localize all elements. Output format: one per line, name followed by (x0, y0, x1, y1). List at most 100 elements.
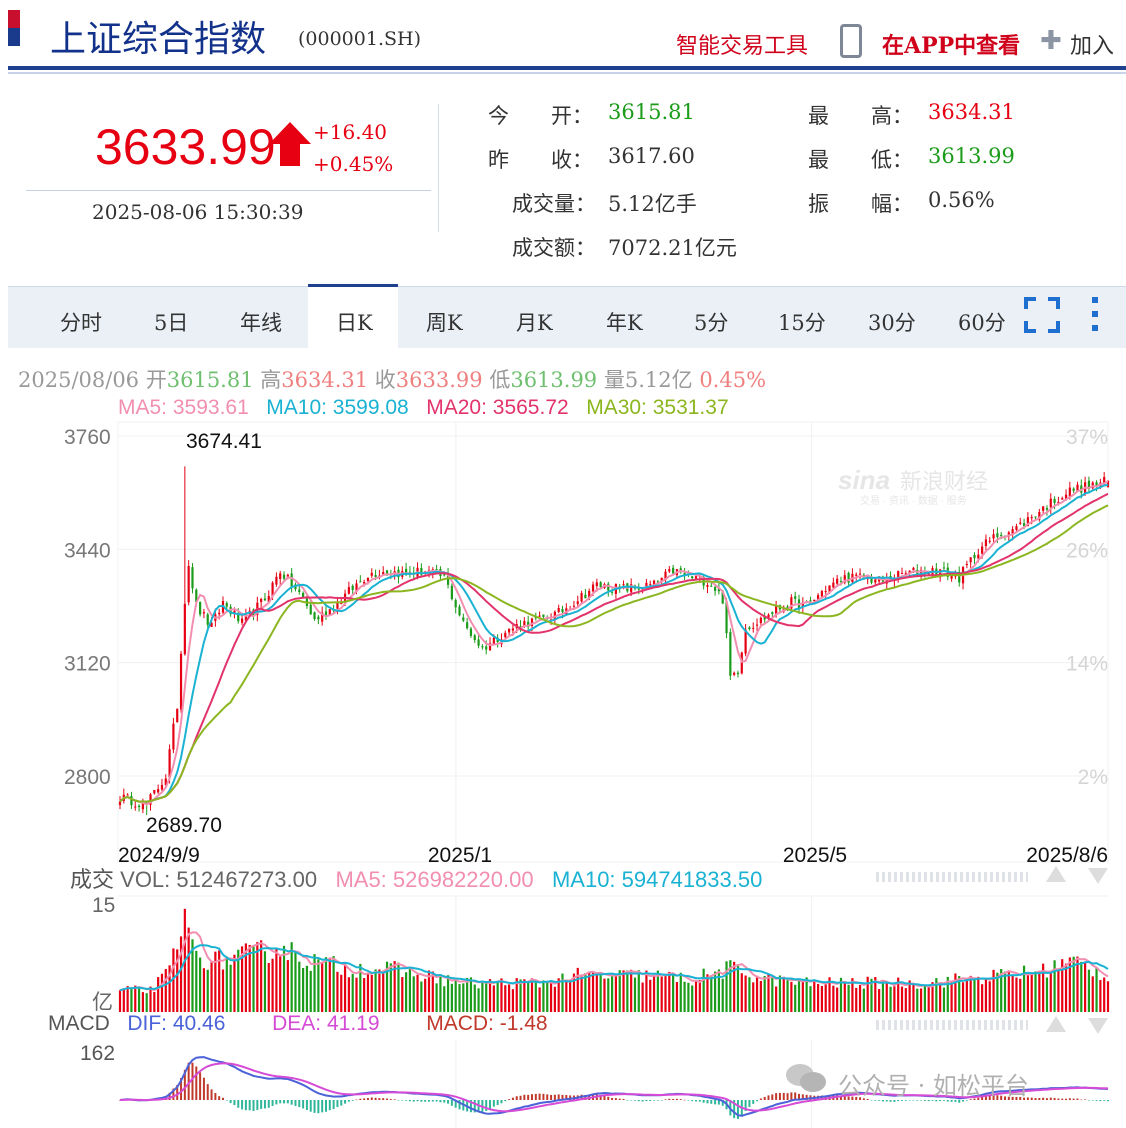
volume-bar (370, 974, 373, 1012)
volume-bar (332, 956, 335, 1012)
more-options-icon[interactable] (1088, 295, 1102, 335)
macd-histogram-bar (183, 1069, 186, 1100)
volume-label: 成交量： (512, 192, 596, 216)
amplitude-value: 0.56% (928, 188, 995, 212)
bar-low: 3613.99 (510, 368, 598, 392)
tab-weekly-k[interactable]: 周K (426, 311, 463, 335)
volume-bar (237, 949, 240, 1012)
candle-body (668, 569, 671, 572)
macd-histogram-bar (1038, 1098, 1041, 1100)
smart-tool-link[interactable]: 智能交易工具 (676, 34, 809, 59)
candle-body (118, 801, 122, 806)
candle-body (649, 584, 652, 586)
macd-histogram-bar (717, 1100, 720, 1105)
macd-histogram-bar (1068, 1098, 1071, 1100)
macd-down-arrow-icon[interactable] (1088, 1018, 1108, 1034)
volume-bar (176, 949, 179, 1012)
volume-bar (927, 986, 930, 1012)
volume-bar (538, 987, 541, 1012)
volume-bar (931, 982, 934, 1012)
macd-histogram-bar (298, 1100, 301, 1108)
volume-bar (267, 963, 270, 1012)
volume-bar (496, 980, 499, 1012)
candle-body (359, 581, 362, 583)
macd-histogram-bar (687, 1100, 690, 1101)
volume-bar (866, 976, 869, 1012)
candle-body (511, 628, 515, 631)
macd-histogram-bar (969, 1099, 972, 1100)
volume-bar (553, 986, 556, 1012)
candle-body (130, 795, 133, 806)
volume-bar (626, 970, 629, 1012)
volume-bar (1106, 981, 1110, 1012)
high-label: 最 高： (808, 104, 913, 128)
tab-5day[interactable]: 5日 (154, 311, 189, 335)
vol-up-arrow-icon[interactable] (1046, 866, 1066, 882)
volume-bar (790, 981, 793, 1012)
volume-bar (679, 972, 682, 1012)
candle-body (900, 572, 904, 574)
volume-bar (313, 954, 316, 1012)
volume-bar (630, 969, 633, 1012)
macd-histogram-bar (302, 1100, 305, 1109)
tab-yearly-k[interactable]: 年K (606, 311, 643, 335)
macd-histogram-bar (214, 1093, 217, 1100)
volume-bar (591, 971, 595, 1012)
macd-histogram-bar (599, 1094, 602, 1100)
macd-histogram-bar (565, 1095, 568, 1100)
wechat-watermark: 公众号 · 如松平台 (838, 1072, 1029, 1100)
candle-body (1076, 484, 1079, 492)
macd-histogram-bar (866, 1098, 869, 1100)
macd-histogram-bar (786, 1093, 789, 1100)
open-label: 今 开： (488, 104, 593, 128)
app-view-link[interactable]: 在APP中查看 (882, 33, 1021, 59)
macd-histogram-bar (1084, 1099, 1087, 1100)
vol-scroll-track (876, 872, 1028, 882)
candle-body (244, 614, 247, 621)
volume-bar (698, 980, 701, 1012)
macd-histogram-bar (427, 1100, 430, 1102)
macd-histogram-bar (119, 1100, 121, 1101)
tab-monthly-k[interactable]: 月K (516, 311, 553, 335)
macd-histogram-bar (374, 1097, 377, 1100)
main-panel-frame (117, 421, 1109, 863)
fullscreen-icon[interactable] (1024, 297, 1060, 333)
candle-body (958, 571, 961, 583)
candle-body (469, 628, 473, 636)
volume-bar (1000, 969, 1003, 1012)
tab-year-line[interactable]: 年线 (240, 311, 282, 335)
tab-30min[interactable]: 30分 (868, 311, 916, 335)
volume-bar (778, 975, 782, 1012)
tab-60min[interactable]: 60分 (958, 311, 1006, 335)
volume-bar (324, 957, 328, 1012)
candle-body (786, 606, 789, 609)
volume-bar (195, 950, 198, 1012)
macd-histogram-bar (271, 1100, 274, 1106)
candle-body (652, 580, 656, 585)
candle-body (874, 579, 877, 583)
add-button[interactable]: 加入 (1070, 34, 1115, 59)
candle-body (302, 592, 305, 598)
volume-bar (797, 978, 801, 1012)
volume-bar (946, 976, 949, 1012)
tab-15min[interactable]: 15分 (778, 311, 826, 335)
macd-histogram-bar (355, 1099, 358, 1101)
volume-bar (340, 974, 343, 1012)
macd-up-arrow-icon[interactable] (1046, 1016, 1066, 1032)
tab-daily-k[interactable]: 日K (336, 311, 373, 335)
volume-bar (725, 961, 728, 1012)
volume-bar (740, 973, 743, 1012)
candle-body (771, 612, 774, 615)
volume-bar (439, 974, 442, 1012)
macd-histogram-bar (500, 1100, 503, 1104)
tab-intraday[interactable]: 分时 (60, 311, 102, 335)
bar-close-label: 收 (374, 368, 396, 392)
vol-down-arrow-icon[interactable] (1088, 868, 1108, 884)
candle-body (824, 591, 827, 593)
chart-tab-bar: 分时 5日 年线 日K 周K 月K 年K 5分 15分 30分 60分 (8, 284, 1126, 350)
tab-5min[interactable]: 5分 (694, 311, 729, 335)
vol-ma5: MA5: 526982220.00 (335, 867, 534, 892)
candle-body (260, 598, 263, 603)
volume-bar (1091, 976, 1094, 1012)
